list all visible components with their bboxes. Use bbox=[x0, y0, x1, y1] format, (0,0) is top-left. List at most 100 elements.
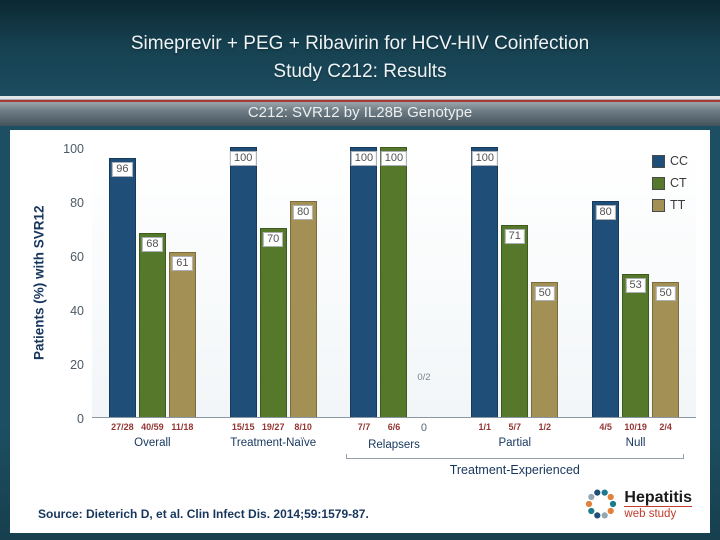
separator-red-line bbox=[0, 99, 720, 102]
bar-slot-tt: 0/2 bbox=[410, 148, 437, 417]
group-bars-overall: 96 68 61 bbox=[92, 148, 213, 418]
fraction-row-relapsers: 7/7 6/6 0 bbox=[334, 422, 455, 434]
bar-ct bbox=[501, 225, 529, 417]
y-tick-label-80: 80 bbox=[70, 196, 84, 210]
separator-white-line bbox=[0, 96, 720, 99]
bar-slot-ct: 71 bbox=[501, 148, 529, 417]
bar-slot-cc: 80 bbox=[592, 148, 620, 417]
bar-fraction-label: 11/18 bbox=[171, 422, 194, 432]
chart-banner-title: C212: SVR12 by IL28B Genotype bbox=[0, 99, 720, 126]
bar-tt bbox=[652, 282, 680, 417]
bar-fraction-label: 0 bbox=[420, 422, 428, 434]
bar-ct bbox=[380, 147, 408, 417]
bar-fraction-label: 1/2 bbox=[538, 422, 552, 432]
group-partial: 100 71 50 1/1 5/7 1/2 Partial bbox=[454, 147, 576, 451]
y-tick-label-20: 20 bbox=[70, 358, 84, 372]
bar-value-label: 96 bbox=[112, 161, 133, 177]
source-citation: Source: Dieterich D, et al. Clin Infect … bbox=[38, 507, 369, 521]
y-axis-title: Patients (%) with SVR12 bbox=[31, 205, 47, 361]
bar-fraction-label: 27/28 bbox=[111, 422, 134, 432]
legend-label-cc: CC bbox=[669, 154, 688, 168]
bar-cc bbox=[592, 201, 620, 417]
title-line-2: Study C212: Results bbox=[273, 61, 447, 82]
bar-fraction-label: 10/19 bbox=[624, 422, 647, 432]
bar-value-label: 53 bbox=[625, 277, 646, 293]
slide-title: Simeprevir + PEG + Ribavirin for HCV-HIV… bbox=[0, 0, 720, 96]
bracket-line bbox=[345, 454, 684, 459]
treatment-experienced-bracket: Treatment-Experienced bbox=[334, 454, 696, 477]
hepatitis-web-study-logo: Hepatitis web study bbox=[584, 487, 692, 521]
legend-item-cc: CC bbox=[651, 154, 688, 168]
bar-ct bbox=[259, 228, 287, 417]
bar-value-label: 100 bbox=[230, 151, 257, 166]
bar-value-label: 70 bbox=[263, 232, 284, 247]
fraction-row-treatment-na-ve: 15/15 19/27 8/10 bbox=[213, 422, 334, 432]
bar-slot-cc: 100 bbox=[229, 147, 257, 417]
legend-item-ct: CT bbox=[651, 176, 688, 190]
bar-slot-ct: 70 bbox=[259, 148, 287, 417]
bar-value-label: 61 bbox=[172, 256, 193, 272]
bar-fraction-label: 8/10 bbox=[294, 422, 312, 432]
group-label-treatment-na-ve: Treatment-Naïve bbox=[230, 437, 317, 449]
bar-chart: Patients (%) with SVR12 0 20 40 60 80 100 96 6… bbox=[26, 142, 696, 487]
group-label-overall: Overall bbox=[134, 437, 171, 449]
bar-slot-tt: 50 bbox=[531, 148, 559, 417]
bar-fraction-label: 2/4 bbox=[659, 422, 672, 432]
fraction-row-partial: 1/1 5/7 1/2 bbox=[454, 422, 575, 432]
group-overall: 96 68 61 27/28 40/59 11/18 Overall bbox=[92, 148, 213, 451]
bar-fraction-label: 6/6 bbox=[387, 422, 401, 432]
bar-slot-ct: 53 bbox=[622, 148, 650, 417]
bracket-label: Treatment-Experienced bbox=[449, 463, 580, 477]
bar-cc bbox=[471, 147, 499, 417]
bar-fraction-label: 5/7 bbox=[508, 422, 522, 432]
group-bars-null: 80 53 50 bbox=[575, 148, 696, 418]
bar-slot-ct: 68 bbox=[138, 148, 166, 417]
bar-value-label: 71 bbox=[504, 229, 525, 245]
legend: CC CT TT bbox=[651, 154, 688, 220]
bar-value-label: 100 bbox=[350, 151, 378, 166]
legend-swatch-cc bbox=[651, 154, 665, 168]
group-relapsers: 100 100 0/2 7/7 6/6 0 Relapsers bbox=[333, 147, 455, 451]
group-label-partial: Partial bbox=[498, 437, 532, 449]
bar-fraction-label: 40/59 bbox=[141, 422, 164, 432]
bar-slot-ct: 100 bbox=[380, 147, 408, 417]
legend-swatch-tt bbox=[651, 198, 665, 212]
bar-fraction-label: 7/7 bbox=[357, 422, 371, 432]
group-label-relapsers: Relapsers bbox=[368, 439, 420, 451]
bar-fraction-label: 4/5 bbox=[599, 422, 612, 432]
logo-subtitle: web study bbox=[624, 505, 692, 520]
logo-title: Hepatitis bbox=[624, 488, 692, 506]
bar-value-label: 100 bbox=[380, 151, 408, 166]
bar-tt bbox=[531, 282, 559, 417]
group-bars-partial: 100 71 50 bbox=[454, 147, 576, 418]
bar-value-label: 50 bbox=[655, 286, 676, 301]
y-tick-label-100: 100 bbox=[63, 142, 84, 156]
group-label-null: Null bbox=[625, 437, 646, 449]
bar-tt bbox=[289, 201, 317, 417]
logo-text: Hepatitis web study bbox=[624, 489, 692, 520]
bar-slot-tt: 80 bbox=[289, 148, 317, 417]
legend-swatch-ct bbox=[651, 176, 665, 190]
y-tick-label-0: 0 bbox=[77, 412, 84, 426]
bar-value-label: 80 bbox=[293, 205, 314, 220]
group-null: 80 53 50 4/5 10/19 2/4 Null bbox=[575, 148, 696, 451]
y-tick-label-40: 40 bbox=[70, 304, 84, 318]
legend-label-ct: CT bbox=[669, 176, 687, 190]
bar-cc bbox=[229, 147, 257, 417]
fraction-row-overall: 27/28 40/59 11/18 bbox=[92, 422, 213, 432]
bar-value-label: 68 bbox=[142, 237, 163, 253]
bar-slot-cc: 100 bbox=[350, 147, 378, 417]
bar-ct bbox=[622, 273, 650, 417]
group-bars-relapsers: 100 100 0/2 bbox=[333, 147, 455, 418]
content-area: Patients (%) with SVR12 0 20 40 60 80 100 96 6… bbox=[10, 130, 710, 533]
bar-value-label: 100 bbox=[471, 151, 498, 166]
y-axis: 0 20 40 60 80 100 bbox=[52, 142, 92, 426]
bar-tt bbox=[168, 252, 196, 417]
bar-cc bbox=[108, 157, 136, 417]
bracket-row: Treatment-Experienced bbox=[92, 451, 696, 487]
bar-fraction-label: 15/15 bbox=[231, 422, 255, 432]
bar-ct bbox=[138, 233, 166, 417]
plot-area: 96 68 61 27/28 40/59 11/18 Overall 100 70 80 15/15… bbox=[92, 147, 696, 487]
hepatitis-logo-icon bbox=[586, 489, 617, 519]
